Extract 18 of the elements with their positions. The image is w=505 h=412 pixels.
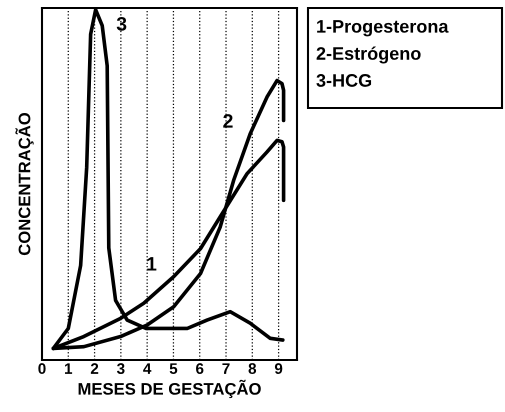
x-tick-label: 0 xyxy=(38,363,46,374)
annotation: 1 xyxy=(147,257,156,271)
x-tick-label: 5 xyxy=(170,363,178,374)
x-tick-label: 2 xyxy=(90,363,98,374)
annotation: 3 xyxy=(116,16,126,31)
annotation: 2 xyxy=(223,114,233,128)
x-tick-label: 9 xyxy=(274,363,282,374)
text: 2-Estrógeno xyxy=(316,46,421,64)
text: 3-HCG xyxy=(316,74,372,87)
x-tick-label: 3 xyxy=(116,363,125,374)
x-tick-label: 4 xyxy=(143,363,152,374)
x-tick-label: 8 xyxy=(248,363,256,374)
y-axis-title: CONCENTRAÇÃO xyxy=(15,112,34,256)
x-tick-label: 1 xyxy=(65,363,72,374)
text: 1-Progesterona xyxy=(317,20,449,36)
x-axis-title: MESES DE GESTAÇÃO xyxy=(78,380,261,398)
x-tick-label: 7 xyxy=(222,363,230,374)
x-tick-label: 6 xyxy=(196,363,204,374)
